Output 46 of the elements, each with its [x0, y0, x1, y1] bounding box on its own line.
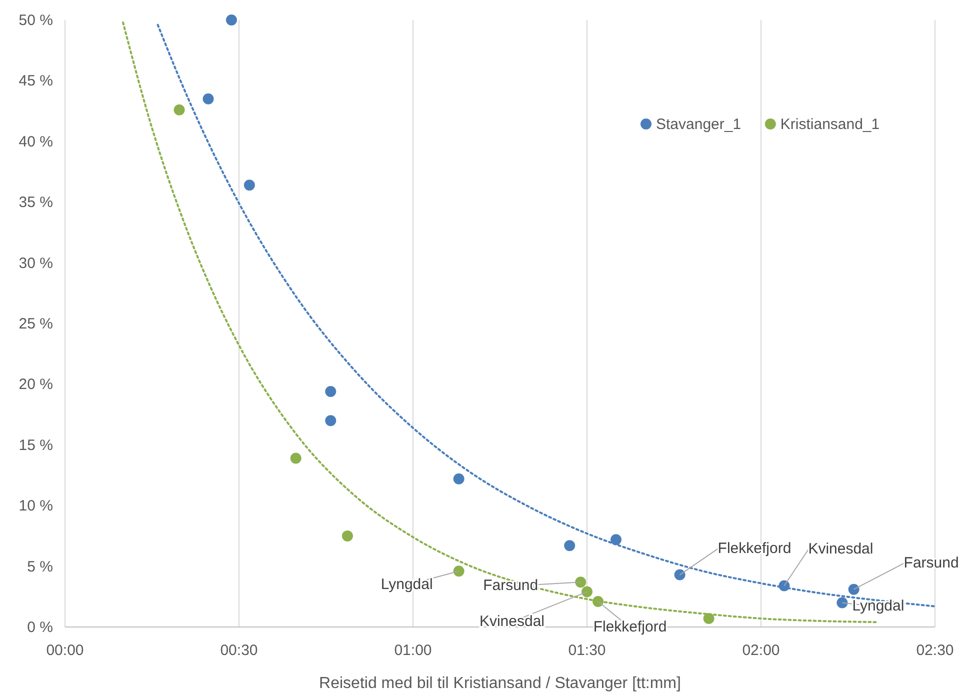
point	[226, 14, 237, 26]
y-tick-label: 35 %	[18, 194, 53, 212]
point	[674, 569, 686, 580]
point	[564, 540, 576, 552]
point	[174, 104, 185, 116]
point	[848, 584, 860, 595]
x-tick-label: 01:00	[394, 642, 432, 659]
annotation: Flekkefjord	[718, 540, 792, 557]
x-axis-title: Reisetid med bil til Kristiansand / Stavanger [tt:mm]	[319, 675, 681, 692]
y-tick-label: 15 %	[18, 436, 53, 454]
y-tick-label: 50 %	[18, 12, 53, 29]
point	[610, 534, 622, 546]
annotation: Farsund	[904, 554, 959, 572]
point	[290, 452, 302, 464]
point	[703, 613, 714, 624]
point	[582, 586, 592, 598]
x-tick-label: 02:00	[742, 642, 780, 659]
point	[325, 415, 336, 426]
legend-label: Kristiansand_1	[780, 116, 880, 133]
y-tick-label: 0 %	[27, 619, 53, 636]
point	[325, 386, 336, 397]
y-tick-label: 25 %	[18, 316, 53, 332]
annotation: Lyngdal	[852, 598, 904, 615]
y-tick-label: 30 %	[18, 254, 53, 272]
annotation: Kvinesdal	[479, 612, 545, 630]
annotation: Flekkefjord	[593, 618, 667, 636]
y-tick-label: 5 %	[27, 558, 53, 576]
x-tick-label: 01:30	[568, 642, 606, 659]
point	[342, 530, 353, 542]
annotation: Kvinesdal	[808, 540, 874, 558]
x-tick-label: 00:30	[220, 642, 258, 659]
y-tick-label: 10 %	[18, 498, 53, 515]
y-tick-label: 45 %	[18, 72, 53, 90]
annotation: Lyngdal	[380, 576, 433, 594]
point	[453, 566, 464, 577]
point	[244, 180, 255, 191]
x-tick-label: 00:00	[46, 642, 84, 659]
y-tick-label: 40 %	[18, 133, 53, 150]
x-tick-label: 02:30	[916, 642, 954, 659]
point	[202, 93, 214, 104]
point	[453, 473, 464, 484]
point	[575, 576, 586, 588]
annotation: Farsund	[483, 577, 538, 594]
legend-label: Stavanger_1	[656, 116, 742, 133]
point	[836, 597, 848, 608]
y-tick-label: 20 %	[18, 376, 53, 394]
